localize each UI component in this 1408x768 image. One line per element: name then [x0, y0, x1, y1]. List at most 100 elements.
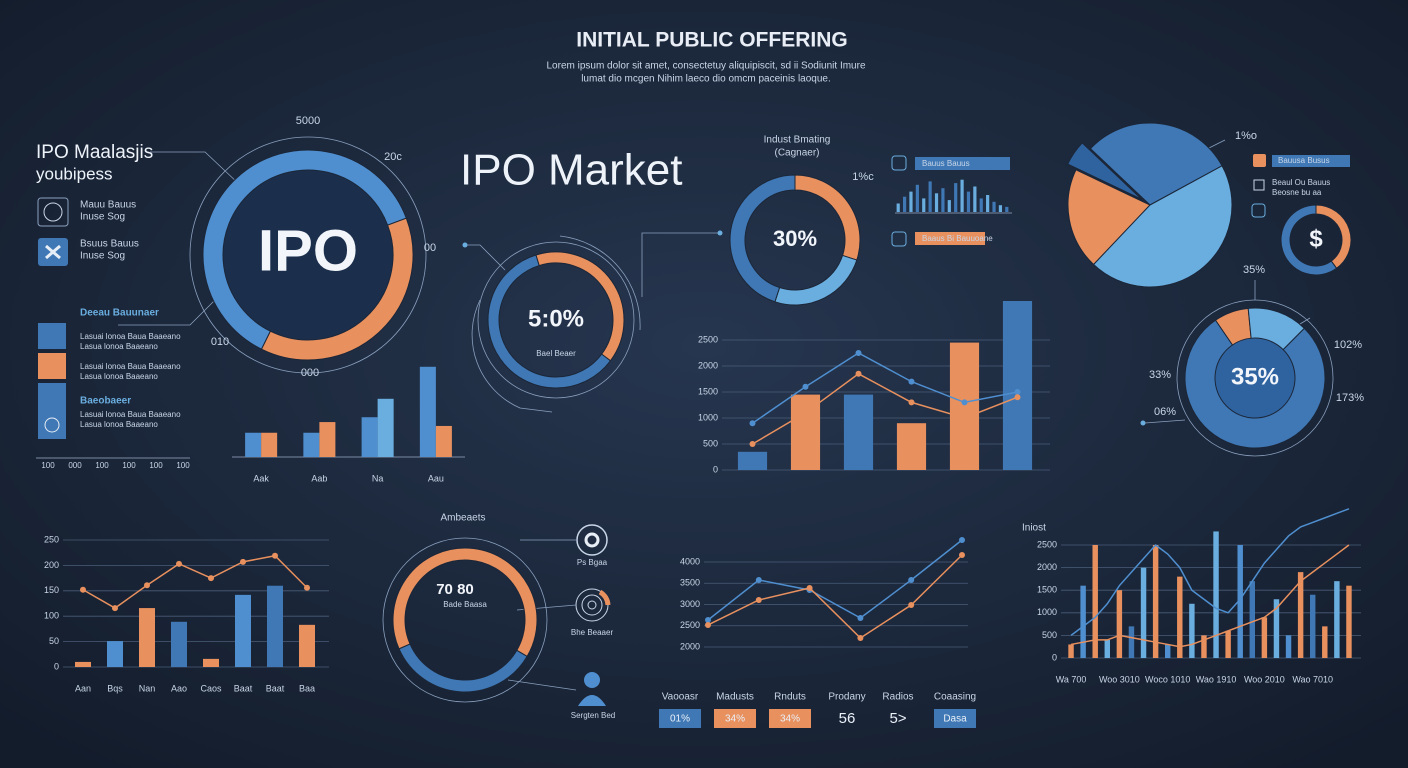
- bar: [896, 423, 927, 470]
- point: [908, 399, 915, 406]
- y-tick-label: 150: [44, 585, 59, 595]
- section: Baeobaeer: [80, 396, 131, 407]
- x-tick-label: Na: [372, 473, 384, 483]
- heading: IPO Maalasjis: [36, 142, 153, 163]
- donut-segment: [260, 217, 414, 361]
- y-tick-label: 2000: [1037, 562, 1057, 572]
- y-tick-label: 0: [54, 661, 59, 671]
- legend-text: Bauus Bauus: [922, 159, 970, 168]
- point: [208, 575, 214, 582]
- bar: [1152, 545, 1159, 658]
- y-tick-label: 250: [44, 534, 59, 544]
- icon: [37, 197, 69, 266]
- metric-value: 34%: [725, 714, 745, 725]
- bar: [1297, 572, 1304, 658]
- x-tick-label: Aao: [171, 683, 187, 693]
- bar: [960, 179, 964, 212]
- donut-segment: [729, 174, 796, 303]
- axis-label: 100: [176, 461, 190, 470]
- bar: [915, 184, 919, 212]
- line: [1070, 508, 1350, 637]
- x-tick-label: Wa 700: [1056, 674, 1087, 684]
- point: [755, 577, 762, 584]
- x-tick-label: Nan: [139, 683, 156, 693]
- bar: [261, 432, 278, 457]
- section: Deeau Bauunaer: [80, 308, 159, 319]
- ring: [382, 537, 548, 703]
- line: [707, 554, 963, 639]
- y-tick-label: 2500: [1037, 539, 1057, 549]
- row-text: Lasuai lonoa Baua Baaeano: [80, 410, 181, 419]
- heading: youbipess: [36, 164, 113, 183]
- bar: [1225, 630, 1231, 658]
- ring-label: 35%: [1243, 264, 1265, 276]
- bar: [947, 200, 951, 212]
- center-label: $: [1309, 225, 1323, 252]
- bar: [941, 188, 945, 212]
- legend-bar: [1272, 155, 1350, 167]
- y-tick-label: 50: [49, 636, 59, 646]
- row-text: Lasuai lonoa Baua Baaeano: [80, 362, 181, 371]
- ring-label: 102%: [1334, 339, 1362, 351]
- point: [802, 409, 809, 416]
- bar: [954, 183, 958, 212]
- icon: [1251, 203, 1266, 218]
- bar: [1080, 585, 1086, 658]
- bar: [107, 641, 123, 667]
- y-tick-label: 500: [1042, 630, 1057, 640]
- y-tick-label: 200: [44, 560, 59, 570]
- ring: [477, 241, 635, 399]
- bar: [949, 342, 980, 470]
- y-tick-label: 1500: [1037, 585, 1057, 595]
- bar: [896, 203, 900, 212]
- bar: [1334, 581, 1340, 658]
- x-tick-label: Woco 1010: [1145, 674, 1190, 684]
- bar: [1273, 599, 1280, 658]
- point: [855, 350, 862, 356]
- bar: [319, 422, 336, 457]
- metric-value: Dasa: [943, 714, 967, 725]
- icon-label: Bhe Beaaer: [571, 628, 614, 637]
- bar: [998, 205, 1003, 212]
- row-text: Lasuai lonoa Baua Baaeano: [80, 332, 181, 341]
- x-tick-label: Baat: [266, 683, 285, 693]
- subtitle: Lorem ipsum dolor sit amet, consectetuy …: [546, 61, 865, 72]
- bar: [1189, 603, 1195, 658]
- y-tick-label: 2500: [698, 334, 718, 344]
- axis-label: 100: [149, 461, 163, 470]
- bar: [1116, 590, 1123, 658]
- bar: [979, 198, 983, 212]
- ring-label: 06%: [1154, 406, 1176, 418]
- bar: [1104, 639, 1111, 658]
- axis-label: 100: [122, 461, 136, 470]
- bar: [922, 198, 926, 212]
- legend-text: Baaus Bi Bauuoane: [922, 234, 993, 243]
- bar: [139, 608, 155, 667]
- y-tick-label: 3500: [680, 578, 700, 588]
- y-tick-label: 1000: [1037, 607, 1057, 617]
- y-tick-label: 2000: [680, 641, 700, 651]
- x-tick-label: Aan: [75, 683, 91, 693]
- bar: [303, 432, 320, 457]
- point: [959, 551, 965, 558]
- point: [755, 596, 762, 603]
- bar: [973, 186, 977, 212]
- bar: [435, 425, 452, 457]
- ring-label: 1%o: [1235, 130, 1257, 142]
- x-tick-label: Caos: [200, 683, 222, 693]
- item-text: Inuse Sog: [80, 251, 125, 262]
- subtitle: lumat dio mcgen Nihim laeco dio omcm pac…: [581, 74, 831, 85]
- line: [82, 554, 308, 609]
- chart-title: Iniost: [1022, 523, 1046, 534]
- bar: [245, 432, 262, 457]
- ring-label: 00: [424, 242, 436, 254]
- point: [961, 399, 968, 406]
- ring-label: 33%: [1149, 369, 1171, 381]
- pie-slice: [1092, 165, 1233, 288]
- point: [176, 560, 182, 567]
- metric-value: 5>: [889, 710, 906, 727]
- metric-label: Madusts: [716, 692, 754, 703]
- pie-slice: [1067, 142, 1143, 200]
- market-title: IPO Market: [460, 146, 683, 195]
- metric-value: 01%: [670, 714, 690, 725]
